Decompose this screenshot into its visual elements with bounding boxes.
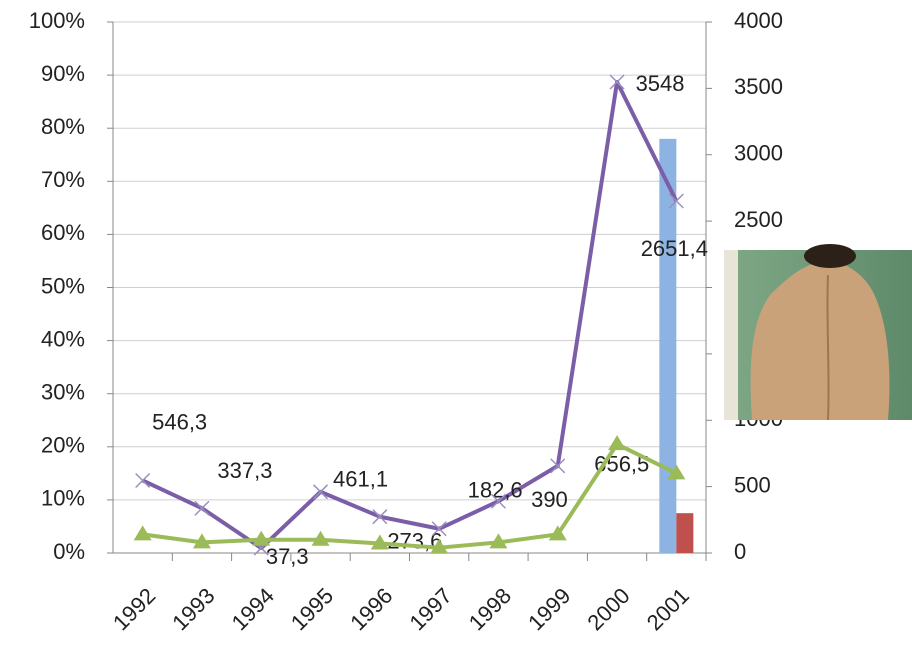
marker	[608, 435, 627, 451]
x-tick-label: 1993	[167, 583, 219, 635]
y-tick-label: 0%	[53, 539, 85, 564]
marker	[370, 534, 389, 550]
y-tick-label: 90%	[41, 61, 85, 86]
marker	[609, 74, 625, 90]
photo-figure	[750, 261, 890, 420]
y-tick-label: 70%	[41, 167, 85, 192]
photo-hair	[804, 244, 856, 268]
y-tick-label: 100%	[29, 8, 85, 33]
y2-tick-label: 500	[734, 472, 771, 497]
marker	[135, 472, 151, 489]
x-tick-label: 1994	[227, 583, 279, 635]
x-tick-label: 1992	[108, 583, 160, 635]
marker	[311, 530, 330, 546]
marker	[548, 525, 567, 541]
marker	[372, 509, 388, 525]
data-label: 337,3	[217, 458, 272, 483]
y-tick-label: 50%	[41, 273, 85, 298]
y-tick-label: 20%	[41, 433, 85, 458]
marker	[550, 458, 566, 474]
marker	[668, 193, 684, 209]
data-label: 3548	[636, 71, 685, 96]
bar	[676, 513, 694, 553]
x-tick-label: 1995	[286, 583, 338, 635]
x-tick-label: 1998	[464, 583, 516, 635]
y2-tick-label: 4000	[734, 8, 783, 33]
line	[141, 80, 679, 551]
data-label: 546,3	[152, 409, 207, 434]
x-tick-label: 1997	[405, 583, 457, 635]
y-tick-label: 10%	[41, 486, 85, 511]
data-label: 390	[531, 487, 568, 512]
marker	[194, 500, 210, 516]
data-label: 2651,4	[641, 236, 708, 261]
marker	[489, 533, 508, 549]
marker	[431, 521, 447, 537]
marker	[490, 493, 506, 509]
marker	[667, 464, 686, 480]
x-tick-label: 1996	[345, 583, 397, 635]
data-label: 461,1	[333, 467, 388, 492]
x-tick-label: 2001	[642, 583, 694, 635]
y2-tick-label: 2500	[734, 207, 783, 232]
marker	[430, 538, 449, 554]
bar	[659, 138, 677, 553]
marker	[252, 530, 271, 546]
photo-spine	[826, 274, 830, 421]
y-tick-label: 40%	[41, 326, 85, 351]
y2-tick-label: 3000	[734, 141, 783, 166]
y-tick-label: 60%	[41, 220, 85, 245]
marker	[313, 484, 329, 500]
y2-tick-label: 3500	[734, 74, 783, 99]
marker	[133, 525, 152, 541]
marker	[192, 533, 211, 549]
y-tick-label: 30%	[41, 380, 85, 405]
x-tick-label: 2000	[582, 583, 634, 635]
line	[142, 442, 678, 550]
data-label: 37,3	[266, 544, 309, 569]
photo-frame	[724, 250, 738, 420]
y2-tick-label: 0	[734, 539, 746, 564]
y-tick-label: 80%	[41, 114, 85, 139]
x-tick-label: 1999	[523, 583, 575, 635]
photo	[724, 244, 912, 421]
